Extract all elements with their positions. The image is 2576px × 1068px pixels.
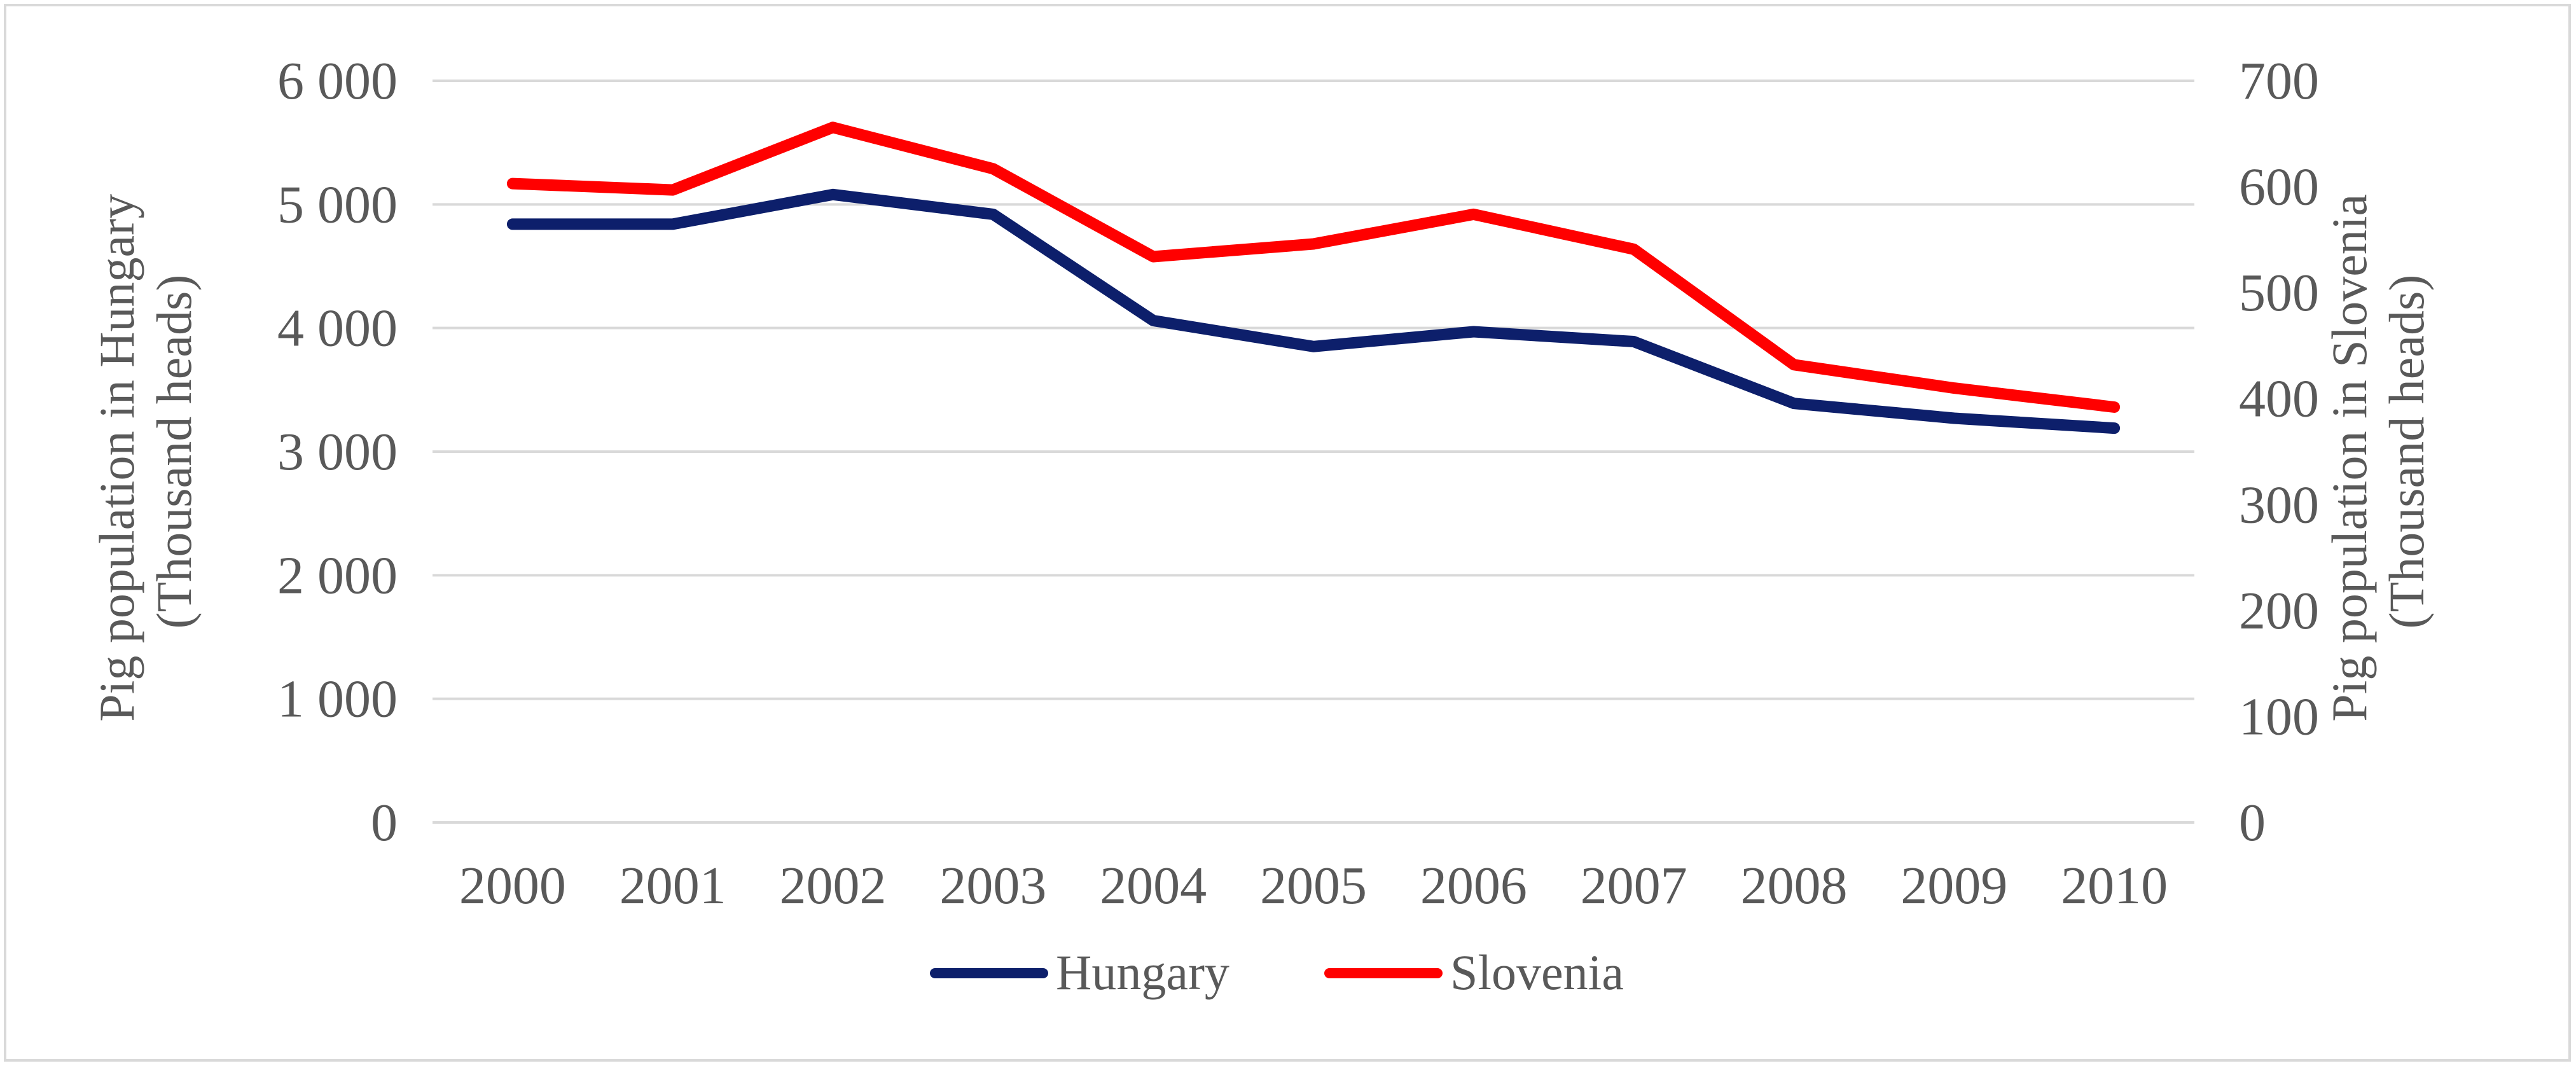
right-axis-title: Pig population in Slovenia (Thousand hea… [2322, 181, 2434, 721]
gridlines [433, 80, 2194, 824]
left-tick-label: 5 000 [277, 175, 398, 234]
left-tick-label: 1 000 [277, 670, 398, 729]
right-tick-label: 0 [2239, 793, 2266, 852]
left-tick-label: 4 000 [277, 299, 398, 358]
series-line-hungary [506, 188, 2121, 434]
x-tick-label: 2005 [1260, 856, 1367, 915]
left-tick-label: 2 000 [277, 546, 398, 605]
right-tick-label: 500 [2239, 263, 2319, 322]
x-tick-label: 2004 [1100, 856, 1207, 915]
right-axis-ticks: 0 100 200 300 400 500 600 700 [2239, 52, 2319, 852]
right-tick-label: 300 [2239, 475, 2319, 534]
left-tick-label: 6 000 [277, 52, 398, 111]
series-lines [506, 121, 2121, 434]
x-tick-label: 2002 [780, 856, 887, 915]
right-tick-label: 400 [2239, 370, 2319, 429]
right-tick-label: 200 [2239, 581, 2319, 641]
x-tick-label: 2006 [1420, 856, 1527, 915]
x-axis-ticks: 2000 2001 2002 2003 2004 2005 2006 2007 2008 2009… [459, 856, 2168, 915]
x-tick-label: 2000 [459, 856, 566, 915]
x-tick-label: 2001 [620, 856, 726, 915]
left-tick-label: 3 000 [277, 422, 398, 482]
x-tick-label: 2007 [1581, 856, 1687, 915]
series-line-slovenia [506, 121, 2121, 413]
legend-label-slovenia: Slovenia [1450, 945, 1624, 1000]
legend-label-hungary: Hungary [1056, 945, 1229, 1000]
x-tick-label: 2009 [1901, 856, 2007, 915]
left-axis-ticks: 0 1 000 2 000 3 000 4 000 5 000 6 000 [277, 52, 398, 852]
x-tick-label: 2010 [2061, 856, 2168, 915]
right-tick-label: 600 [2239, 158, 2319, 217]
right-tick-label: 100 [2239, 687, 2319, 746]
x-tick-label: 2008 [1740, 856, 1847, 915]
left-tick-label: 0 [371, 793, 398, 852]
right-tick-label: 700 [2239, 52, 2319, 111]
left-axis-title: Pig population in Hungary (Thousand head… [89, 181, 202, 721]
legend: Hungary Slovenia [930, 945, 1624, 1000]
x-tick-label: 2003 [939, 856, 1046, 915]
